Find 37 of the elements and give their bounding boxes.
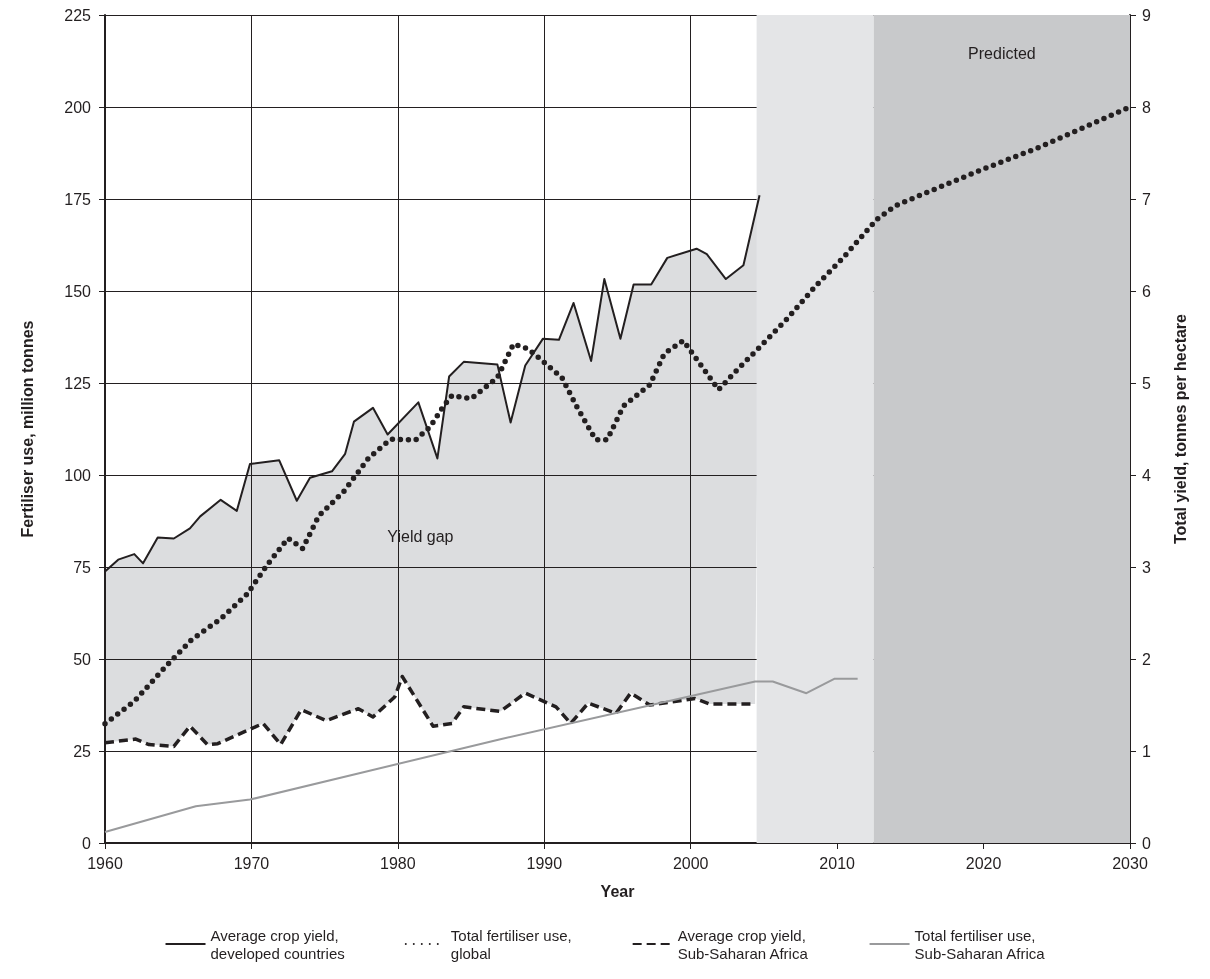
x-axis-title: Year [600,882,635,900]
x-tick-label: 1960 [87,854,123,872]
y-tick-label: 100 [64,466,92,484]
y-tick-label: 75 [73,558,92,576]
y2-axis-title: Total yield, tonnes per hectare [1171,313,1189,544]
y-tick-label: 175 [64,190,92,208]
y-tick-label: 50 [73,650,92,668]
y-axis-title: Fertiliser use, million tonnes [18,320,36,538]
y-tick-label: 0 [82,834,92,852]
y-tick-label: 150 [64,282,92,300]
x-tick-label: 1990 [526,854,563,872]
legend-label: Total fertiliser use, global [450,926,572,962]
x-tick-label: 2000 [672,854,709,872]
legend-label: Total fertiliser use, Sub-Saharan Africa [914,926,1046,962]
y2-tick-label: 6 [1142,282,1151,300]
line-series [104,677,859,833]
x-tick-label: 2030 [1112,854,1148,872]
band-label: Predicted [968,44,1036,62]
y2-tick-label: 8 [1142,98,1151,116]
y-tick-label: 25 [73,742,92,760]
y-tick-label: 125 [64,374,92,392]
legend-label: Average crop yield, developed countries [210,926,345,962]
y2-tick-label: 4 [1142,466,1151,484]
y2-tick-label: 5 [1142,374,1151,392]
y-tick-label: 200 [64,98,92,116]
y2-tick-label: 7 [1142,190,1151,208]
x-tick-label: 1970 [233,854,270,872]
x-tick-label: 2010 [819,854,856,872]
y2-tick-label: 9 [1142,6,1151,24]
y2-tick-label: 3 [1142,558,1151,576]
x-tick-label: 1980 [380,854,416,872]
legend-label: Average crop yield, Sub-Saharan Africa [677,926,809,962]
x-tick-label: 2020 [965,854,1002,872]
y2-tick-label: 2 [1142,650,1151,668]
y2-tick-label: 1 [1142,742,1151,760]
y-tick-label: 225 [64,6,92,24]
y2-tick-label: 0 [1142,834,1151,852]
